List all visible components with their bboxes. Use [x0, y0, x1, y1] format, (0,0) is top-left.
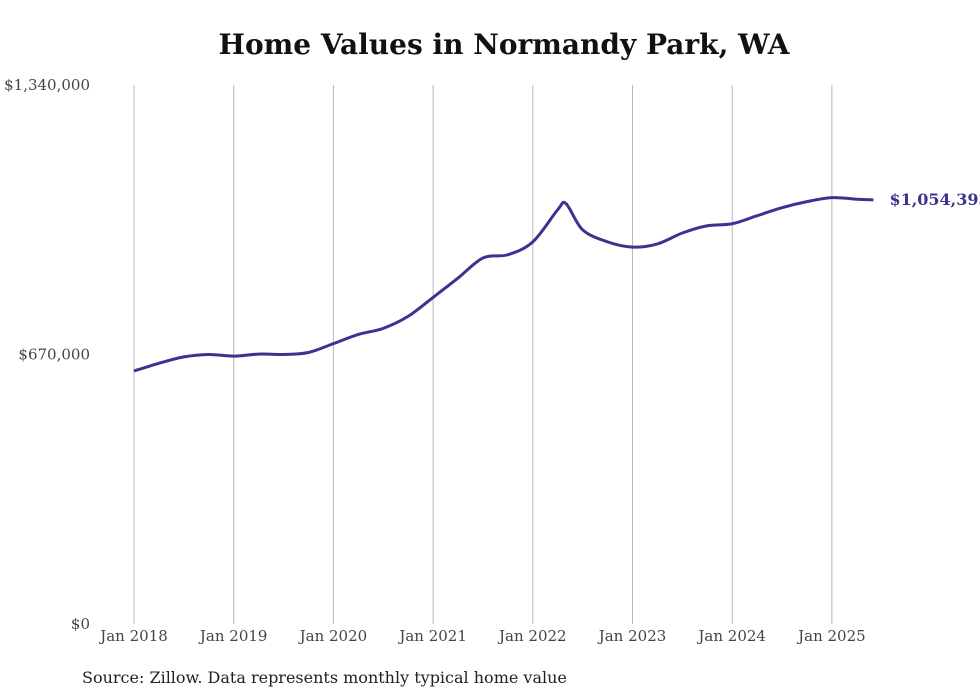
- grid-lines: [133, 85, 833, 624]
- y-tick-label: $1,340,000: [4, 76, 90, 94]
- series-layer: $1,054,393: [133, 190, 980, 373]
- x-tick-label: Jan 2023: [597, 627, 667, 645]
- x-tick-label: Jan 2022: [497, 627, 567, 645]
- end-value-label: $1,054,393: [889, 190, 980, 209]
- x-tick-label: Jan 2019: [198, 627, 268, 645]
- series-line: [133, 196, 874, 373]
- x-tick-label: Jan 2020: [298, 627, 368, 645]
- chart-title: Home Values in Normandy Park, WA: [218, 28, 790, 61]
- x-tick-label: Jan 2021: [397, 627, 467, 645]
- y-tick-label: $670,000: [18, 346, 90, 364]
- y-tick-label: $0: [71, 615, 90, 633]
- y-axis-ticks: $0 $670,000 $1,340,000: [4, 76, 90, 633]
- x-tick-label: Jan 2018: [98, 627, 168, 645]
- x-axis-ticks: Jan 2018 Jan 2019 Jan 2020 Jan 2021 Jan 2022…: [98, 627, 865, 645]
- x-tick-label: Jan 2025: [796, 627, 866, 645]
- source-note: Source: Zillow. Data represents monthly …: [82, 668, 567, 687]
- x-tick-label: Jan 2024: [696, 627, 766, 645]
